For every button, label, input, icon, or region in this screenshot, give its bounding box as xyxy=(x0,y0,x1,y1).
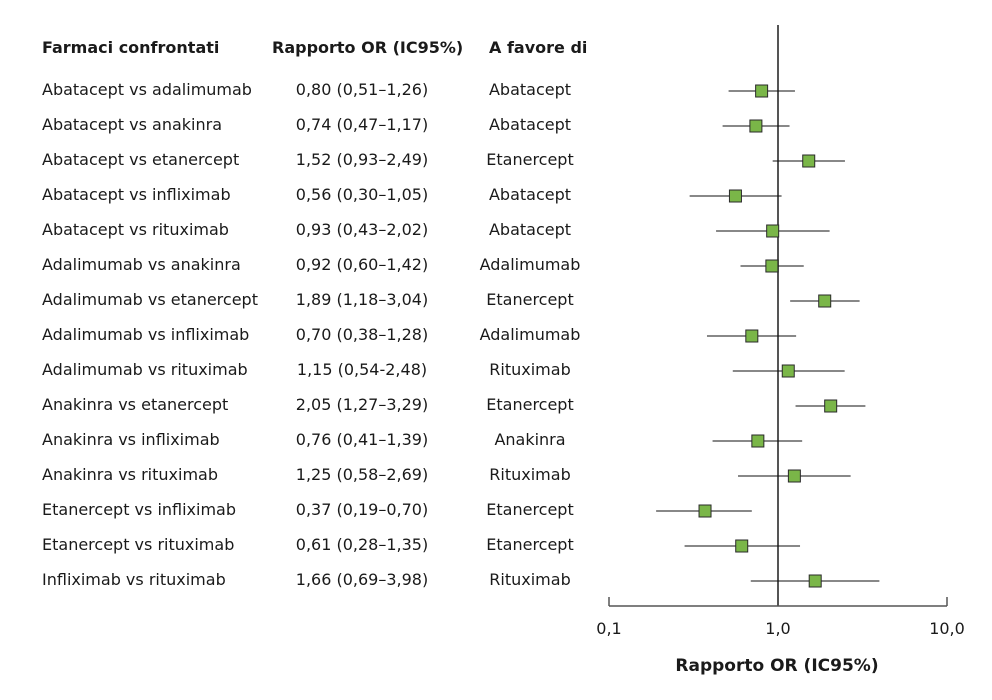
x-axis-title: Rapporto OR (IC95%) xyxy=(675,656,878,676)
ratio-value: 0,74 (0,47–1,17) xyxy=(295,115,429,134)
or-marker xyxy=(765,259,779,273)
comparison-label: Abatacept vs infliximab xyxy=(42,185,231,204)
table-row: Anakinra vs etanercept 2,05 (1,27–3,29) Et… xyxy=(0,395,600,419)
favors-label: Adalimumab xyxy=(479,255,581,274)
ratio-value: 1,66 (0,69–3,98) xyxy=(295,570,429,589)
comparison-label: Adalimumab vs anakinra xyxy=(42,255,241,274)
header-comparison: Farmaci confrontati xyxy=(42,38,220,57)
favors-label: Rituximab xyxy=(489,465,571,484)
ratio-value: 0,92 (0,60–1,42) xyxy=(295,255,429,274)
favors-label: Rituximab xyxy=(489,360,571,379)
comparison-label: Anakinra vs etanercept xyxy=(42,395,229,414)
ratio-value: 0,37 (0,19–0,70) xyxy=(295,500,429,519)
table-row: Etanercept vs infliximab 0,37 (0,19–0,70)… xyxy=(0,500,600,524)
favors-label: Etanercept xyxy=(486,500,574,519)
comparison-label: Abatacept vs adalimumab xyxy=(42,80,252,99)
table-row: Abatacept vs anakinra 0,74 (0,47–1,17) Aba… xyxy=(0,115,600,139)
comparison-label: Etanercept vs infliximab xyxy=(42,500,237,519)
favors-label: Anakinra xyxy=(494,430,566,449)
table-row: Abatacept vs infliximab 0,56 (0,30–1,05) A… xyxy=(0,185,600,209)
ratio-value: 0,80 (0,51–1,26) xyxy=(295,80,429,99)
ratio-value: 2,05 (1,27–3,29) xyxy=(295,395,429,414)
table-row: Etanercept vs rituximab 0,61 (0,28–1,35) E… xyxy=(0,535,600,559)
comparison-label: Infliximab vs rituximab xyxy=(42,570,226,589)
comparison-label: Anakinra vs rituximab xyxy=(42,465,218,484)
favors-label: Adalimumab xyxy=(479,325,581,344)
table-row: Adalimumab vs rituximab 1,15 (0,54-2,48) R… xyxy=(0,360,600,384)
comparison-label: Adalimumab vs etanercept xyxy=(42,290,258,309)
favors-label: Abatacept xyxy=(488,220,572,239)
or-marker xyxy=(802,154,816,168)
table-row: Abatacept vs etanercept 1,52 (0,93–2,49) E… xyxy=(0,150,600,174)
comparison-label: Abatacept vs anakinra xyxy=(42,115,223,134)
comparison-label: Abatacept vs etanercept xyxy=(42,150,240,169)
or-marker xyxy=(735,539,749,553)
or-marker xyxy=(755,84,769,98)
favors-label: Etanercept xyxy=(486,395,574,414)
ratio-value: 1,52 (0,93–2,49) xyxy=(295,150,429,169)
favors-label: Abatacept xyxy=(488,115,572,134)
or-marker xyxy=(698,504,712,518)
table-row: Infliximab vs rituximab 1,66 (0,69–3,98) R… xyxy=(0,570,600,594)
ratio-value: 0,56 (0,30–1,05) xyxy=(295,185,429,204)
or-marker xyxy=(808,574,822,588)
or-marker xyxy=(781,364,795,378)
favors-label: Etanercept xyxy=(486,290,574,309)
or-marker xyxy=(787,469,801,483)
favors-label: Rituximab xyxy=(489,570,571,589)
or-marker xyxy=(745,329,759,343)
ratio-value: 0,76 (0,41–1,39) xyxy=(295,430,429,449)
or-marker xyxy=(766,224,780,238)
header-favors: A favore di xyxy=(489,38,588,57)
ratio-value: 0,61 (0,28–1,35) xyxy=(295,535,429,554)
comparison-label: Adalimumab vs rituximab xyxy=(42,360,248,379)
comparison-label: Anakinra vs infliximab xyxy=(42,430,220,449)
or-marker xyxy=(728,189,742,203)
table-row: Anakinra vs rituximab 1,25 (0,58–2,69) Rit… xyxy=(0,465,600,489)
comparison-label: Abatacept vs rituximab xyxy=(42,220,229,239)
ratio-value: 1,25 (0,58–2,69) xyxy=(295,465,429,484)
or-marker xyxy=(818,294,832,308)
table-row: Adalimumab vs etanercept 1,89 (1,18–3,04)… xyxy=(0,290,600,314)
ratio-value: 0,70 (0,38–1,28) xyxy=(295,325,429,344)
table-row: Abatacept vs adalimumab 0,80 (0,51–1,26) A… xyxy=(0,80,600,104)
comparison-table: Abatacept vs adalimumab 0,80 (0,51–1,26) A… xyxy=(0,80,600,594)
header-ratio: Rapporto OR (IC95%) xyxy=(272,38,464,57)
ratio-value: 1,15 (0,54-2,48) xyxy=(296,360,428,379)
favors-label: Etanercept xyxy=(486,150,574,169)
favors-label: Etanercept xyxy=(486,535,574,554)
ratio-value: 0,93 (0,43–2,02) xyxy=(295,220,429,239)
or-marker xyxy=(824,399,838,413)
x-tick-label: 0,1 xyxy=(596,619,621,638)
table-row: Adalimumab vs infliximab 0,70 (0,38–1,28)… xyxy=(0,325,600,349)
x-tick-label: 1,0 xyxy=(765,619,790,638)
favors-label: Abatacept xyxy=(488,185,572,204)
x-tick-label: 10,0 xyxy=(929,619,965,638)
favors-label: Abatacept xyxy=(488,80,572,99)
comparison-label: Adalimumab vs infliximab xyxy=(42,325,250,344)
table-row: Adalimumab vs anakinra 0,92 (0,60–1,42) Ad… xyxy=(0,255,600,279)
table-row: Anakinra vs infliximab 0,76 (0,41–1,39) An… xyxy=(0,430,600,454)
comparison-label: Etanercept vs rituximab xyxy=(42,535,235,554)
ratio-value: 1,89 (1,18–3,04) xyxy=(295,290,429,309)
or-marker xyxy=(749,119,763,133)
or-marker xyxy=(751,434,765,448)
table-row: Abatacept vs rituximab 0,93 (0,43–2,02) Ab… xyxy=(0,220,600,244)
